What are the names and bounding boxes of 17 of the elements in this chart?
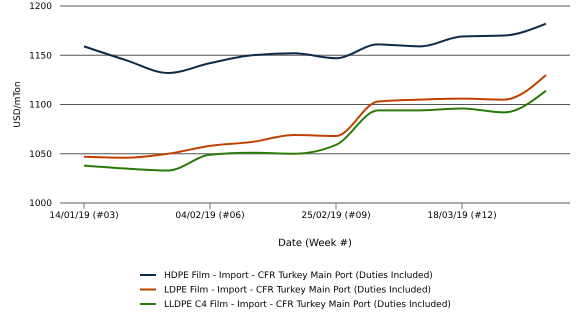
line-series — [83, 74, 547, 159]
y-tick-label: 1000 — [29, 199, 52, 210]
y-tick-label: 1050 — [29, 150, 52, 160]
x-tick-label: 04/02/19 (#06) — [175, 211, 245, 221]
x-axis-title: Date (Week #) — [278, 238, 352, 249]
y-tick-label: 1100 — [29, 100, 52, 111]
legend-label: LDPE Film - Import - CFR Turkey Main Port (Duties Included) — [164, 286, 432, 296]
line-series — [83, 22, 547, 74]
y-axis-title: USD/mTon — [13, 81, 23, 128]
x-tick-label: 25/02/19 (#09) — [301, 211, 371, 221]
y-tick-label: 1200 — [29, 2, 52, 12]
legend-label: LLDPE C4 Film - Import - CFR Turkey Main Port (Duties Included) — [164, 300, 451, 310]
x-tick-label: 18/03/19 (#12) — [427, 211, 497, 221]
y-tick-label: 1150 — [29, 51, 52, 62]
legend-label: HDPE Film - Import - CFR Turkey Main Port (Duties Included) — [164, 271, 433, 282]
x-tick-label: 14/01/19 (#03) — [49, 211, 119, 221]
line-series — [83, 90, 547, 172]
